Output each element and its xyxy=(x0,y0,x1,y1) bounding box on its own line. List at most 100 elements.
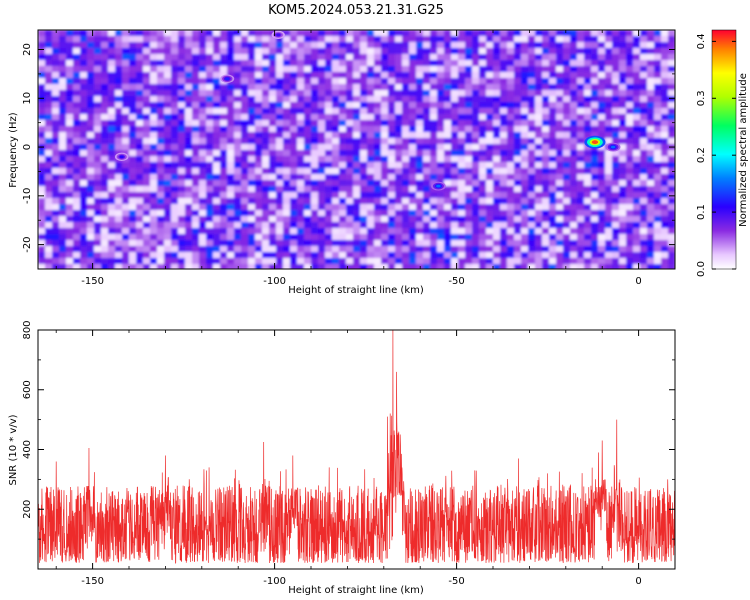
heatmap-cell xyxy=(171,174,179,181)
heatmap-cell xyxy=(626,120,634,127)
heatmap-cell xyxy=(388,54,396,61)
heatmap-cell xyxy=(87,252,95,259)
heatmap-cell xyxy=(661,120,669,127)
heatmap-cell xyxy=(577,72,585,79)
heatmap-cell xyxy=(381,84,389,91)
heatmap-cell xyxy=(283,30,291,37)
heatmap-cell xyxy=(542,240,550,247)
heatmap-cell xyxy=(136,180,144,187)
heatmap-cell xyxy=(388,240,396,247)
heatmap-cell xyxy=(115,252,123,259)
heatmap-cell xyxy=(52,162,60,169)
heatmap-cell xyxy=(234,186,242,193)
heatmap-cell xyxy=(486,60,494,67)
heatmap-cell xyxy=(437,234,445,241)
heatmap-cell xyxy=(318,108,326,115)
heatmap-cell xyxy=(101,60,109,67)
heatmap-cell xyxy=(549,150,557,157)
heatmap-cell xyxy=(101,198,109,205)
heatmap-cell xyxy=(577,210,585,217)
heatmap-cell xyxy=(101,150,109,157)
heatmap-cell xyxy=(143,108,151,115)
heatmap-cell xyxy=(178,36,186,43)
heatmap-cell xyxy=(514,150,522,157)
heatmap-cell xyxy=(612,114,620,121)
heatmap-cell xyxy=(178,162,186,169)
heatmap-cell xyxy=(598,204,606,211)
heatmap-cell xyxy=(507,222,515,229)
heatmap-cell xyxy=(94,108,102,115)
heatmap-cell xyxy=(339,60,347,67)
heatmap-cell xyxy=(402,216,410,223)
heatmap-cell xyxy=(647,54,655,61)
heatmap-cell xyxy=(290,102,298,109)
heatmap-cell xyxy=(640,114,648,121)
heatmap-cell xyxy=(94,54,102,61)
heatmap-cell xyxy=(192,162,200,169)
heatmap-cell xyxy=(395,240,403,247)
heatmap-cell xyxy=(584,228,592,235)
heatmap-cell xyxy=(241,78,249,85)
heatmap-cell xyxy=(542,150,550,157)
heatmap-cell xyxy=(619,132,627,139)
heatmap-cell xyxy=(584,222,592,229)
heatmap-cell xyxy=(199,120,207,127)
heatmap-cell xyxy=(570,126,578,133)
heatmap-cell xyxy=(458,60,466,67)
heatmap-cell xyxy=(479,156,487,163)
heatmap-cell xyxy=(374,96,382,103)
heatmap-cell xyxy=(304,246,312,253)
heatmap-cell xyxy=(556,114,564,121)
heatmap-cell xyxy=(87,240,95,247)
heatmap-cell xyxy=(619,102,627,109)
heatmap-cell xyxy=(59,156,67,163)
heatmap-cell xyxy=(136,192,144,199)
heatmap-cell xyxy=(563,120,571,127)
heatmap-cell xyxy=(542,168,550,175)
heatmap-cell xyxy=(227,150,235,157)
heatmap-cell xyxy=(129,120,137,127)
heatmap-cell xyxy=(458,246,466,253)
heatmap-cell xyxy=(479,210,487,217)
heatmap-cell xyxy=(108,186,116,193)
heatmap-cell xyxy=(94,72,102,79)
heatmap-cell xyxy=(213,102,221,109)
heatmap-cell xyxy=(241,156,249,163)
heatmap-cell xyxy=(332,228,340,235)
heatmap-cell xyxy=(80,126,88,133)
heatmap-cell xyxy=(528,228,536,235)
heatmap-cell xyxy=(325,222,333,229)
heatmap-cell xyxy=(129,48,137,55)
heatmap-cell xyxy=(479,150,487,157)
heatmap-cell xyxy=(94,114,102,121)
heatmap-cell xyxy=(542,114,550,121)
heatmap-cell xyxy=(108,264,116,269)
heatmap-cell xyxy=(633,264,641,269)
heatmap-cell xyxy=(423,48,431,55)
heatmap-cell xyxy=(255,108,263,115)
heatmap-cell xyxy=(507,114,515,121)
heatmap-cell xyxy=(374,150,382,157)
heatmap-cell xyxy=(535,210,543,217)
heatmap-cell xyxy=(87,186,95,193)
heatmap-cell xyxy=(199,108,207,115)
heatmap-cell xyxy=(458,204,466,211)
heatmap-cell xyxy=(661,234,669,241)
heatmap-cell xyxy=(122,204,130,211)
heatmap-cell xyxy=(458,36,466,43)
heatmap-cell xyxy=(381,258,389,265)
heatmap-cell xyxy=(213,228,221,235)
heatmap-cell xyxy=(325,174,333,181)
heatmap-cell xyxy=(122,42,130,49)
heatmap-cell xyxy=(178,60,186,67)
heatmap-cell xyxy=(199,114,207,121)
heatmap-cell xyxy=(654,180,662,187)
heatmap-cell xyxy=(521,72,529,79)
heatmap-cell xyxy=(227,222,235,229)
heatmap-cell xyxy=(640,102,648,109)
heatmap-cell xyxy=(304,60,312,67)
heatmap-cell xyxy=(626,78,634,85)
heatmap-cell xyxy=(108,252,116,259)
heatmap-cell xyxy=(521,264,529,269)
heatmap-cell xyxy=(157,36,165,43)
